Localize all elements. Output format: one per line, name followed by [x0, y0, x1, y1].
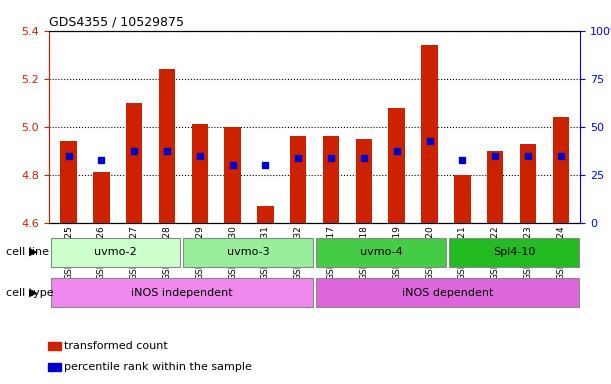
Bar	[356, 139, 372, 223]
Text: transformed count: transformed count	[64, 341, 168, 351]
Bar	[422, 45, 437, 223]
Text: ▶: ▶	[29, 288, 38, 298]
Bar	[389, 108, 405, 223]
FancyBboxPatch shape	[51, 278, 313, 308]
FancyBboxPatch shape	[316, 278, 579, 308]
Text: GDS4355 / 10529875: GDS4355 / 10529875	[49, 15, 184, 28]
FancyBboxPatch shape	[183, 238, 313, 267]
FancyBboxPatch shape	[51, 238, 180, 267]
Bar	[224, 127, 241, 223]
Bar	[192, 124, 208, 223]
Text: uvmo-2: uvmo-2	[94, 247, 137, 258]
Bar	[487, 151, 503, 223]
Bar	[323, 136, 339, 223]
Text: uvmo-3: uvmo-3	[227, 247, 269, 258]
Bar	[60, 141, 77, 223]
FancyBboxPatch shape	[449, 238, 579, 267]
Bar	[454, 175, 470, 223]
Text: iNOS dependent: iNOS dependent	[402, 288, 493, 298]
Text: Spl4-10: Spl4-10	[493, 247, 535, 258]
Bar	[93, 172, 109, 223]
Bar	[257, 206, 274, 223]
Text: uvmo-4: uvmo-4	[360, 247, 403, 258]
Text: cell type: cell type	[6, 288, 54, 298]
FancyBboxPatch shape	[316, 238, 446, 267]
Bar	[126, 103, 142, 223]
Text: ▶: ▶	[29, 247, 38, 257]
Bar	[290, 136, 307, 223]
Text: cell line: cell line	[6, 247, 49, 257]
Text: percentile rank within the sample: percentile rank within the sample	[64, 362, 252, 372]
Text: iNOS independent: iNOS independent	[131, 288, 233, 298]
Bar	[159, 69, 175, 223]
Bar	[552, 117, 569, 223]
Bar	[520, 144, 536, 223]
